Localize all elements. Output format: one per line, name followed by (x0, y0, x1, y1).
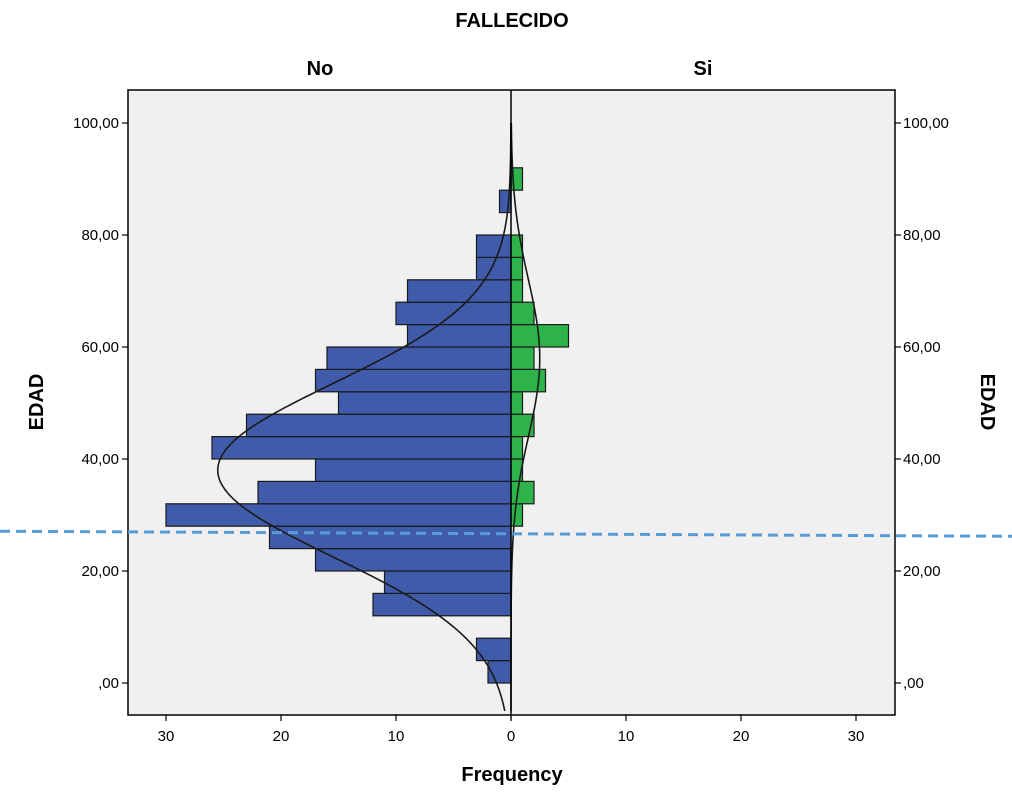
bar-no (257, 480, 512, 505)
ticks-layer: ,00 ,00 20,00 20,00 40,00 40,00 60,00 60,00 80,0… (73, 115, 949, 745)
bar-no (245, 413, 512, 438)
y-axis-title-left: EDAD (26, 374, 48, 431)
chart-title: FALLECIDO (455, 10, 568, 32)
y-tick-label-right: 60,00 (903, 339, 941, 356)
annotations-layer (0, 529, 1012, 538)
x-tick-label-left: 10 (388, 728, 405, 745)
bar-no (406, 279, 512, 303)
right-panel (511, 90, 895, 715)
panel-label-no: No (307, 58, 334, 80)
x-tick-label-right: 30 (848, 728, 865, 745)
y-tick-label-left: 100,00 (73, 115, 119, 132)
bar-si (510, 256, 524, 281)
y-axis-title-right: EDAD (976, 374, 998, 431)
bar-no (383, 570, 512, 594)
bar-no (211, 436, 512, 460)
bar-si (510, 368, 547, 393)
bar-si (510, 279, 524, 303)
bar-no (326, 346, 512, 370)
bar-no (475, 234, 512, 258)
bar-no (337, 391, 512, 415)
x-tick-label-left: 0 (507, 728, 515, 745)
y-tick-label-right: 20,00 (903, 563, 941, 580)
y-tick-label-right: 100,00 (903, 115, 949, 132)
bar-no (314, 547, 512, 572)
y-tick-label-left: 40,00 (81, 451, 119, 468)
x-axis-title: Frequency (461, 764, 563, 786)
y-tick-label-left: 60,00 (81, 339, 119, 356)
bar-si (510, 503, 524, 527)
y-tick-label-left: 20,00 (81, 563, 119, 580)
y-tick-label-left: ,00 (98, 675, 119, 692)
bar-si (510, 346, 535, 370)
bar-no (314, 458, 512, 482)
panel-label-si: Si (694, 58, 713, 80)
bar-si (510, 391, 524, 415)
y-tick-label-right: 40,00 (903, 451, 941, 468)
bar-si (510, 436, 524, 460)
x-tick-label-left: 20 (273, 728, 290, 745)
bar-no (372, 592, 512, 617)
bar-si (510, 301, 535, 326)
dashed-reference-line (0, 529, 1012, 538)
normal-curve-no (216, 122, 512, 712)
x-tick-label-left: 30 (158, 728, 175, 745)
x-tick-label-right: 10 (618, 728, 635, 745)
bar-si (510, 480, 535, 505)
x-tick-label-right: 20 (733, 728, 750, 745)
y-tick-label-right: ,00 (903, 675, 924, 692)
y-tick-label-right: 80,00 (903, 227, 941, 244)
bar-no (314, 368, 512, 393)
y-tick-label-left: 80,00 (81, 227, 119, 244)
bar-no (475, 256, 512, 281)
bars-layer (165, 167, 570, 684)
bar-no (165, 503, 512, 527)
bar-no (268, 525, 512, 550)
